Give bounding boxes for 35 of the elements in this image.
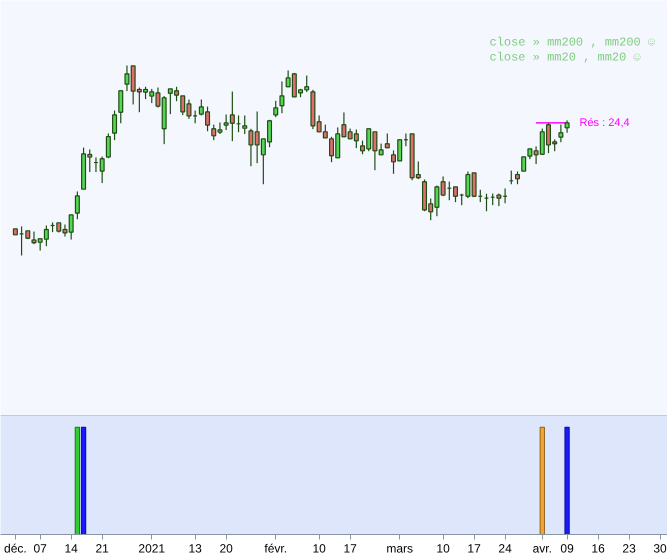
- candlestick: [106, 132, 111, 159]
- x-tick-label: 24: [498, 542, 512, 556]
- x-tick-label: 20: [219, 542, 234, 556]
- x-tick-label: 21: [95, 542, 110, 556]
- series-label: Rés : 24,4: [579, 116, 630, 129]
- x-tick-label: 10: [312, 542, 326, 556]
- candlestick: [112, 110, 118, 141]
- x-tick-label: 10: [436, 542, 450, 556]
- x-tick-label: 09: [560, 542, 574, 556]
- candlestick: [118, 90, 124, 124]
- x-tick-label: févr.: [264, 542, 288, 556]
- x-tick-label: 30: [653, 542, 667, 556]
- candlestick: [521, 156, 526, 172]
- candlestick: [558, 124, 564, 143]
- x-tick-label: 17: [467, 542, 482, 556]
- candlestick: [564, 120, 570, 134]
- x-tick-label: mars: [386, 542, 414, 556]
- candlestick: [384, 132, 390, 149]
- x-tick-label: 17: [343, 542, 358, 556]
- candlestick: [242, 114, 248, 135]
- x-tick-label: avr.: [532, 542, 552, 556]
- text: close » mm200 , mm200 ☺: [490, 36, 656, 50]
- candlestick: [452, 186, 458, 203]
- x-tick-label: 16: [591, 542, 606, 556]
- candlestick: [279, 80, 284, 114]
- x-tick-label: 13: [188, 542, 202, 556]
- x-tick-label: déc.: [4, 542, 27, 556]
- candlestick: [273, 100, 278, 118]
- candlestick: [74, 190, 80, 220]
- x-tick-label: 14: [64, 542, 78, 556]
- x-tick-label: 2021: [138, 542, 166, 556]
- candlestick: [514, 170, 520, 185]
- text: close » mm20 , mm20 ☺: [490, 50, 642, 64]
- x-tick-label: 23: [622, 542, 636, 556]
- x-tick-label: 07: [34, 542, 48, 556]
